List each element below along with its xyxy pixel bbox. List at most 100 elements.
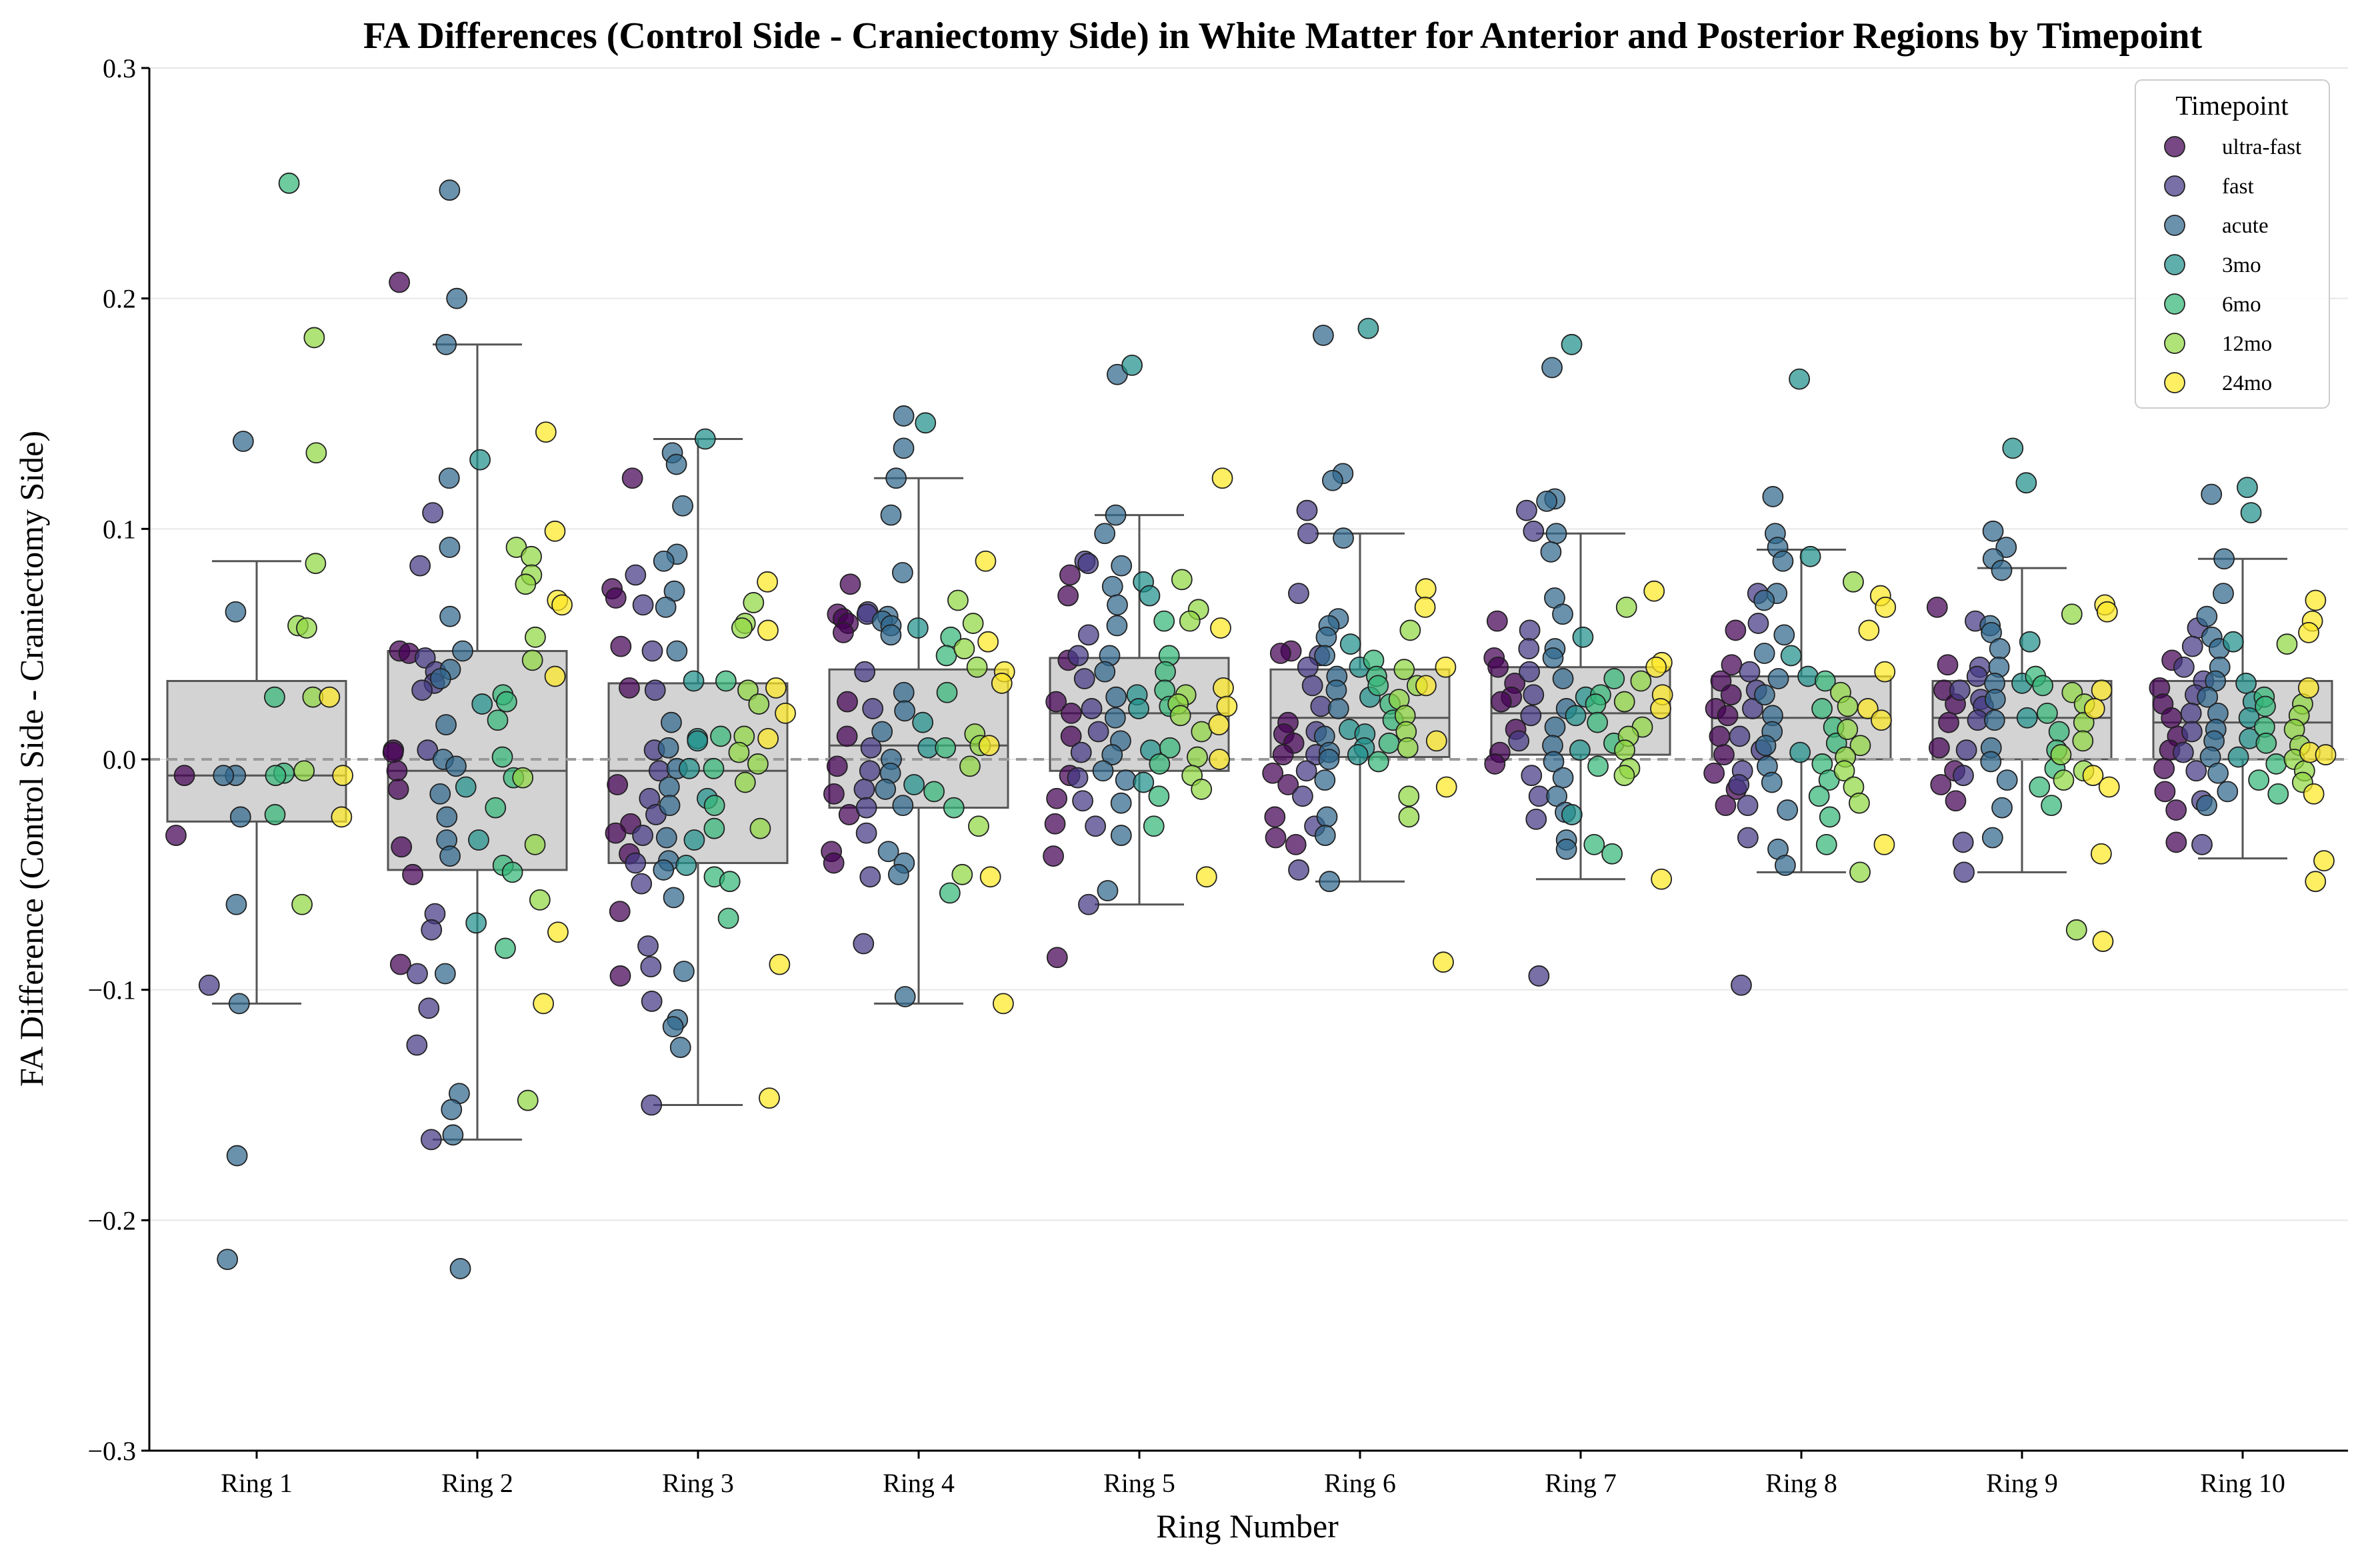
data-point-acute <box>653 550 675 572</box>
data-point-6mo <box>1811 698 1833 719</box>
data-point-ultra-fast <box>621 467 643 489</box>
legend: Timepoint ultra-fast fast acute 3mo 6mo 12mo 2… <box>2135 79 2330 409</box>
data-point-acute <box>1542 647 1564 669</box>
data-point-acute <box>436 806 458 828</box>
data-point-acute <box>875 779 897 800</box>
data-point-fast <box>854 661 876 683</box>
data-point-24mo <box>978 735 1000 757</box>
data-point-acute <box>672 495 693 517</box>
data-point-acute <box>1773 624 1795 646</box>
data-point-ultra-fast <box>386 760 408 782</box>
data-point-3mo <box>1572 626 1594 648</box>
legend-label: fast <box>2222 175 2254 199</box>
data-point-acute <box>1105 504 1127 526</box>
data-point-ultra-fast <box>605 587 627 609</box>
data-point-acute <box>229 806 251 828</box>
data-point-ultra-fast <box>1938 711 1959 733</box>
data-point-24mo <box>1213 677 1234 699</box>
data-point-fast <box>859 760 881 782</box>
x-axis-label: Ring Number <box>1156 1507 1339 1545</box>
data-point-12mo <box>1399 619 1421 641</box>
data-point-acute <box>213 765 235 787</box>
strip-points <box>165 172 2337 1279</box>
data-point-12mo <box>2061 603 2083 625</box>
legend-title: Timepoint <box>2175 90 2289 121</box>
data-point-acute <box>2217 781 2239 803</box>
data-point-24mo <box>533 993 555 1015</box>
data-point-3mo <box>683 829 705 851</box>
data-point-12mo <box>1614 739 1635 761</box>
data-point-24mo <box>544 520 566 542</box>
data-point-6mo <box>495 691 517 713</box>
data-point-fast <box>640 956 662 977</box>
data-point-acute <box>1101 575 1123 597</box>
data-point-12mo <box>1849 861 1871 883</box>
data-point-acute <box>655 827 677 849</box>
data-point-acute <box>1544 716 1566 738</box>
y-tick-label: −0.2 <box>87 1205 136 1235</box>
y-tick-label: −0.1 <box>87 975 136 1005</box>
data-point-6mo <box>1367 675 1389 697</box>
data-point-12mo <box>1169 705 1191 727</box>
data-point-acute <box>1333 527 1354 549</box>
data-point-acute <box>2196 605 2218 627</box>
data-point-3mo <box>2222 631 2244 653</box>
data-point-acute <box>661 711 682 733</box>
data-point-6mo <box>939 882 961 904</box>
data-point-fast <box>1739 661 1761 683</box>
data-point-12mo <box>2072 730 2094 752</box>
data-point-fast <box>1288 859 1309 881</box>
data-point-ultra-fast <box>1717 705 1739 727</box>
data-point-6mo <box>1808 785 1830 807</box>
data-point-24mo <box>535 421 557 443</box>
data-point-24mo <box>2096 601 2118 623</box>
data-point-acute <box>439 179 461 201</box>
data-point-ultra-fast <box>836 725 858 747</box>
data-point-fast <box>859 866 881 888</box>
data-point-fast <box>2173 656 2195 678</box>
data-point-6mo <box>1815 833 1837 855</box>
legend-label: 6mo <box>2222 293 2261 317</box>
data-point-fast <box>1519 619 1541 641</box>
data-point-24mo <box>775 702 796 724</box>
data-point-6mo <box>1155 661 1176 683</box>
data-point-acute <box>1101 744 1123 765</box>
data-point-fast <box>1296 499 1318 521</box>
data-point-acute <box>1772 550 1794 572</box>
data-point-fast <box>1067 645 1089 667</box>
data-point-6mo <box>703 757 725 779</box>
legend-marker-ultra-fast <box>2164 136 2185 157</box>
data-point-12mo <box>731 617 753 639</box>
data-point-24mo <box>1650 698 1671 719</box>
data-point-ultra-fast <box>2165 831 2187 853</box>
data-point-acute <box>1540 541 1562 563</box>
axes: −0.3 −0.2 −0.1 0.0 0.1 0.2 0.3 Ring 1 Ring 2 Ring… <box>87 53 2348 1498</box>
data-point-acute <box>1321 469 1343 491</box>
data-point-12mo <box>962 613 984 634</box>
data-point-fast <box>1077 553 1099 575</box>
data-point-fast <box>407 963 428 985</box>
legend-label: 24mo <box>2222 371 2272 395</box>
data-point-3mo <box>2240 502 2262 524</box>
data-point-fast <box>1729 725 1751 747</box>
data-point-3mo <box>1357 317 1379 339</box>
data-point-12mo <box>959 755 981 777</box>
data-point-12mo <box>1613 691 1635 713</box>
data-point-6mo <box>1583 833 1605 855</box>
data-point-ultra-fast <box>165 825 187 846</box>
data-point-acute <box>1536 490 1558 512</box>
data-point-fast <box>1072 790 1093 812</box>
data-point-fast <box>1067 767 1089 789</box>
x-tick-label: Ring 9 <box>1986 1468 2058 1498</box>
data-point-3mo <box>1789 741 1811 763</box>
data-point-12mo <box>517 1089 539 1111</box>
data-point-acute <box>1753 643 1775 664</box>
data-point-6mo <box>2041 795 2062 817</box>
data-point-fast <box>1952 831 1974 853</box>
data-point-3mo <box>2015 472 2037 494</box>
data-point-6mo <box>2255 732 2277 754</box>
data-point-fast <box>1077 624 1099 646</box>
data-point-3mo <box>455 776 477 798</box>
data-point-3mo <box>687 730 709 752</box>
data-point-acute <box>1314 825 1336 846</box>
